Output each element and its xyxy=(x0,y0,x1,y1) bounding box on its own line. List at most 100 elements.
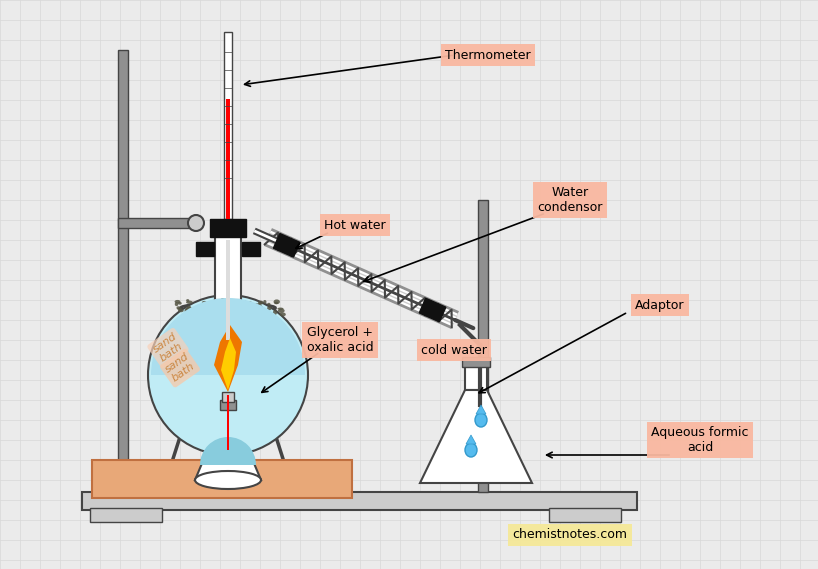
Ellipse shape xyxy=(204,310,210,314)
Polygon shape xyxy=(221,338,236,390)
Bar xyxy=(210,219,246,237)
Ellipse shape xyxy=(182,315,188,320)
Ellipse shape xyxy=(239,314,243,317)
Ellipse shape xyxy=(273,310,277,315)
Ellipse shape xyxy=(189,314,193,316)
Ellipse shape xyxy=(183,315,188,318)
Bar xyxy=(227,395,229,450)
Ellipse shape xyxy=(258,310,264,314)
Ellipse shape xyxy=(277,308,284,310)
Ellipse shape xyxy=(243,300,246,303)
Polygon shape xyxy=(214,325,242,392)
Ellipse shape xyxy=(213,299,217,304)
Bar xyxy=(462,357,490,367)
Polygon shape xyxy=(466,435,476,444)
Ellipse shape xyxy=(280,312,285,316)
Ellipse shape xyxy=(187,306,191,311)
Polygon shape xyxy=(420,298,446,322)
Ellipse shape xyxy=(185,308,188,313)
Ellipse shape xyxy=(205,315,208,319)
Ellipse shape xyxy=(246,306,251,311)
Ellipse shape xyxy=(263,300,267,304)
Polygon shape xyxy=(195,430,261,480)
Ellipse shape xyxy=(258,311,262,313)
Ellipse shape xyxy=(187,307,191,311)
Ellipse shape xyxy=(225,313,228,315)
Ellipse shape xyxy=(186,300,193,304)
Ellipse shape xyxy=(254,303,260,306)
Ellipse shape xyxy=(236,305,241,307)
Ellipse shape xyxy=(264,312,268,316)
Ellipse shape xyxy=(273,299,280,304)
Bar xyxy=(90,508,162,522)
Bar xyxy=(196,242,214,256)
Text: sand
bath: sand bath xyxy=(163,352,197,385)
Text: Adaptor: Adaptor xyxy=(636,299,685,311)
Ellipse shape xyxy=(219,316,226,320)
Ellipse shape xyxy=(222,305,227,309)
Ellipse shape xyxy=(201,316,205,318)
Ellipse shape xyxy=(194,312,200,316)
Bar xyxy=(465,365,487,390)
Ellipse shape xyxy=(175,302,178,306)
Ellipse shape xyxy=(465,443,477,457)
Ellipse shape xyxy=(267,303,271,306)
Ellipse shape xyxy=(274,302,278,304)
Bar xyxy=(478,200,488,492)
Polygon shape xyxy=(420,390,532,483)
Ellipse shape xyxy=(178,309,184,312)
Ellipse shape xyxy=(189,310,195,315)
Ellipse shape xyxy=(205,306,211,311)
Bar xyxy=(226,99,230,219)
Bar xyxy=(118,50,128,492)
Bar xyxy=(220,400,236,410)
Circle shape xyxy=(188,215,204,231)
Ellipse shape xyxy=(185,315,189,318)
Ellipse shape xyxy=(223,309,227,311)
Bar xyxy=(215,235,241,300)
Ellipse shape xyxy=(236,306,240,309)
Ellipse shape xyxy=(267,306,272,310)
Ellipse shape xyxy=(225,307,232,311)
Bar xyxy=(224,32,232,219)
Ellipse shape xyxy=(189,308,192,312)
Ellipse shape xyxy=(178,308,182,310)
Ellipse shape xyxy=(256,311,261,315)
Text: chemistnotes.com: chemistnotes.com xyxy=(513,529,627,542)
Ellipse shape xyxy=(475,413,487,427)
Ellipse shape xyxy=(258,300,263,304)
Ellipse shape xyxy=(255,304,262,309)
Ellipse shape xyxy=(220,314,226,316)
Ellipse shape xyxy=(177,306,180,310)
Wedge shape xyxy=(151,298,305,375)
Ellipse shape xyxy=(187,314,191,316)
Ellipse shape xyxy=(248,302,252,303)
Ellipse shape xyxy=(258,316,263,319)
Ellipse shape xyxy=(264,313,269,316)
Ellipse shape xyxy=(244,314,248,316)
Text: Glycerol +
oxalic acid: Glycerol + oxalic acid xyxy=(307,326,373,354)
Text: sand
bath: sand bath xyxy=(151,332,185,365)
Polygon shape xyxy=(273,233,300,257)
Ellipse shape xyxy=(186,299,189,302)
Ellipse shape xyxy=(213,306,219,310)
Ellipse shape xyxy=(198,305,203,308)
Text: cold water: cold water xyxy=(421,344,487,357)
Ellipse shape xyxy=(233,304,239,309)
Polygon shape xyxy=(476,405,486,414)
Ellipse shape xyxy=(203,310,209,314)
Ellipse shape xyxy=(239,314,245,318)
Ellipse shape xyxy=(229,301,236,303)
Ellipse shape xyxy=(202,301,207,304)
Ellipse shape xyxy=(242,308,247,311)
Ellipse shape xyxy=(191,307,195,311)
Bar xyxy=(222,392,234,402)
Ellipse shape xyxy=(207,307,213,311)
Bar xyxy=(82,492,637,510)
Text: Water
condensor: Water condensor xyxy=(537,186,603,214)
Ellipse shape xyxy=(237,310,241,314)
Ellipse shape xyxy=(223,302,227,307)
Text: Aqueous formic
acid: Aqueous formic acid xyxy=(651,426,748,454)
Bar xyxy=(242,242,260,256)
Bar xyxy=(549,508,621,522)
